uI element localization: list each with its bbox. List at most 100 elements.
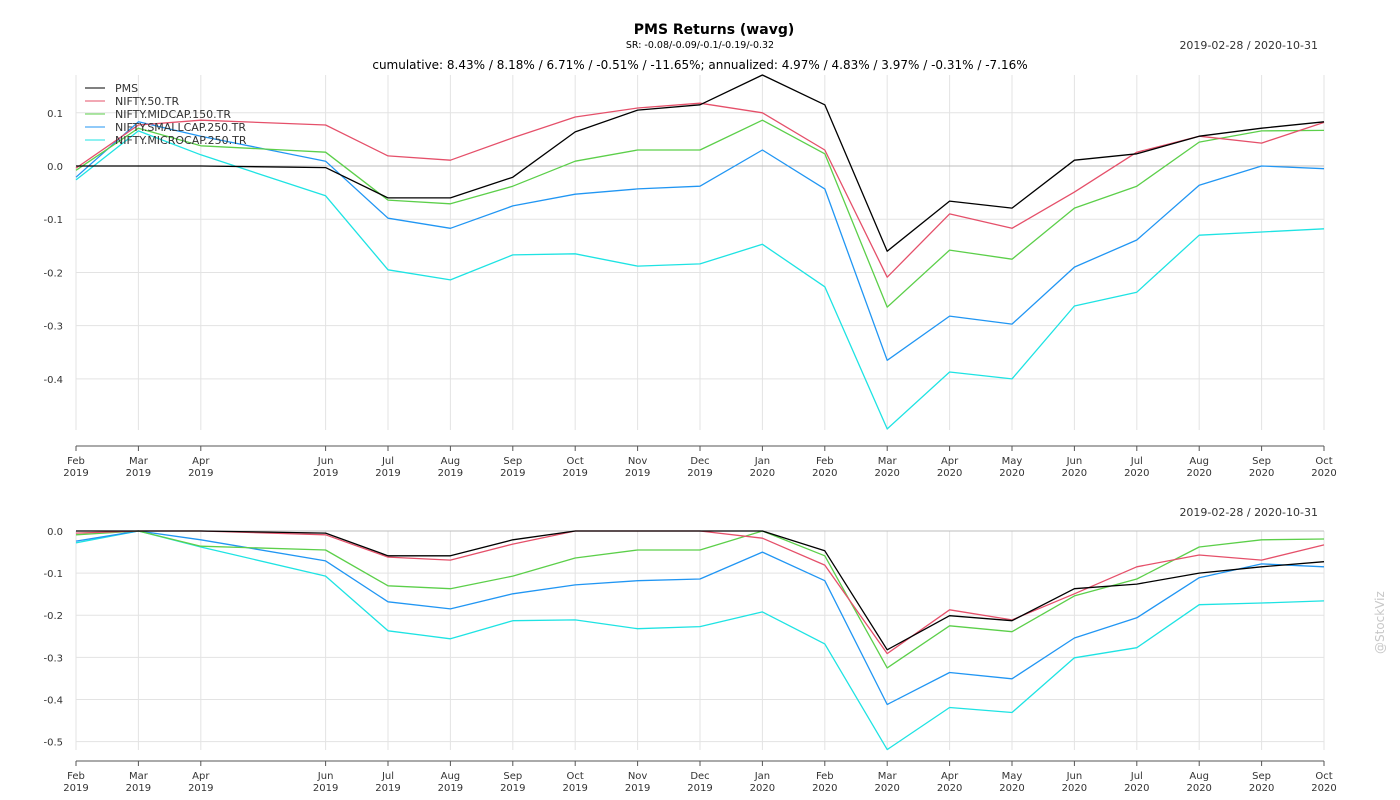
x-tick-month: Jul xyxy=(1130,456,1143,467)
x-tick-month: Aug xyxy=(441,771,461,782)
series-line-nifty-microcap-250-tr xyxy=(75,530,1325,751)
x-tick-month: Jun xyxy=(317,771,334,782)
x-tick-month: Jul xyxy=(1130,771,1143,782)
x-tick-month: Nov xyxy=(628,771,648,782)
x-tick-month: May xyxy=(1002,771,1023,782)
x-tick-year: 2019 xyxy=(500,783,525,794)
x-tick-month: Apr xyxy=(941,771,959,782)
series-line-pms xyxy=(76,530,1325,651)
x-tick-year: 2020 xyxy=(1186,783,1211,794)
x-tick-month: Mar xyxy=(878,456,898,467)
y-tick-label: -0.3 xyxy=(43,322,63,333)
y-tick-label: -0.3 xyxy=(43,653,63,664)
watermark: @StockViz xyxy=(1373,591,1387,654)
series-line-nifty-smallcap-250-tr xyxy=(75,530,1325,706)
x-tick-month: Feb xyxy=(67,456,85,467)
x-tick-year: 2019 xyxy=(562,783,587,794)
x-tick-month: Dec xyxy=(690,771,709,782)
x-tick-month: Nov xyxy=(628,456,648,467)
x-tick-year: 2019 xyxy=(687,783,712,794)
x-tick-year: 2020 xyxy=(1311,468,1336,479)
legend-label: NIFTY.MIDCAP.150.TR xyxy=(115,108,231,121)
x-tick-year: 2020 xyxy=(1186,468,1211,479)
y-tick-label: 0.1 xyxy=(47,109,63,120)
x-tick-month: Apr xyxy=(941,456,959,467)
top-date-range: 2019-02-28 / 2020-10-31 xyxy=(1179,39,1318,52)
y-tick-label: -0.2 xyxy=(43,611,63,622)
x-tick-month: Aug xyxy=(441,456,461,467)
x-tick-year: 2019 xyxy=(500,468,525,479)
x-tick-month: Mar xyxy=(129,771,149,782)
series-line-nifty-midcap-150-tr xyxy=(75,530,1325,669)
x-tick-year: 2020 xyxy=(1124,783,1149,794)
x-tick-year: 2019 xyxy=(188,783,213,794)
x-tick-month: Mar xyxy=(878,771,898,782)
x-tick-year: 2020 xyxy=(999,783,1024,794)
x-tick-month: Jun xyxy=(317,456,334,467)
x-tick-year: 2019 xyxy=(625,468,650,479)
x-tick-month: Dec xyxy=(690,456,709,467)
y-tick-label: -0.4 xyxy=(43,375,63,386)
x-tick-year: 2020 xyxy=(874,468,899,479)
x-tick-month: May xyxy=(1002,456,1023,467)
x-tick-year: 2019 xyxy=(438,468,463,479)
x-tick-year: 2019 xyxy=(562,468,587,479)
returns-summary: cumulative: 8.43% / 8.18% / 6.71% / -0.5… xyxy=(372,58,1027,72)
x-tick-year: 2019 xyxy=(687,468,712,479)
drawdown-plot: 0.0-0.1-0.2-0.3-0.4-0.5Feb2019Mar2019Apr… xyxy=(43,527,1336,794)
chart-title: PMS Returns (wavg) xyxy=(634,22,795,38)
x-tick-year: 2020 xyxy=(1249,468,1274,479)
x-tick-year: 2020 xyxy=(937,468,962,479)
x-tick-month: Sep xyxy=(1252,771,1271,782)
x-tick-year: 2019 xyxy=(313,468,338,479)
x-tick-month: Feb xyxy=(67,771,85,782)
x-tick-year: 2020 xyxy=(999,468,1024,479)
x-tick-month: Mar xyxy=(129,456,149,467)
x-tick-month: Apr xyxy=(192,771,210,782)
x-tick-year: 2020 xyxy=(874,783,899,794)
x-tick-year: 2019 xyxy=(625,783,650,794)
x-tick-year: 2020 xyxy=(1062,468,1087,479)
x-tick-month: Jan xyxy=(754,456,770,467)
y-tick-label: -0.1 xyxy=(43,215,63,226)
x-tick-year: 2019 xyxy=(438,783,463,794)
x-tick-year: 2020 xyxy=(750,783,775,794)
x-tick-month: Jul xyxy=(381,456,394,467)
x-tick-year: 2019 xyxy=(375,468,400,479)
x-tick-month: Jun xyxy=(1066,456,1083,467)
y-tick-label: -0.1 xyxy=(43,569,63,580)
x-tick-month: Aug xyxy=(1189,456,1209,467)
legend-label: NIFTY.SMALLCAP.250.TR xyxy=(115,121,246,134)
x-tick-year: 2019 xyxy=(63,783,88,794)
legend-label: PMS xyxy=(115,82,138,95)
x-tick-year: 2019 xyxy=(63,468,88,479)
y-tick-label: -0.5 xyxy=(43,738,63,749)
legend: PMSNIFTY.50.TRNIFTY.MIDCAP.150.TRNIFTY.S… xyxy=(85,82,247,147)
y-tick-label: -0.4 xyxy=(43,695,63,706)
x-tick-month: Jul xyxy=(381,771,394,782)
x-tick-month: Oct xyxy=(567,456,584,467)
x-tick-year: 2019 xyxy=(126,783,151,794)
x-tick-month: Feb xyxy=(816,456,834,467)
y-tick-label: -0.2 xyxy=(43,268,63,279)
x-tick-year: 2020 xyxy=(1062,783,1087,794)
x-tick-month: Jan xyxy=(754,771,770,782)
x-tick-month: Feb xyxy=(816,771,834,782)
series-line-nifty-smallcap-250-tr xyxy=(75,121,1325,361)
x-tick-year: 2019 xyxy=(375,783,400,794)
legend-label: NIFTY.50.TR xyxy=(115,95,180,108)
x-tick-year: 2019 xyxy=(313,783,338,794)
y-tick-label: 0.0 xyxy=(47,527,63,538)
series-line-nifty-50-tr xyxy=(75,102,1325,278)
returns-plot: 0.10.0-0.1-0.2-0.3-0.4Feb2019Mar2019Apr2… xyxy=(43,74,1337,479)
sharpe-ratio-subtitle: SR: -0.08/-0.09/-0.1/-0.19/-0.32 xyxy=(626,40,774,51)
series-line-nifty-50-tr xyxy=(75,530,1325,655)
x-tick-year: 2020 xyxy=(937,783,962,794)
x-tick-year: 2020 xyxy=(812,468,837,479)
x-tick-month: Oct xyxy=(567,771,584,782)
x-tick-year: 2020 xyxy=(1249,783,1274,794)
series-line-pms xyxy=(76,74,1325,252)
x-tick-year: 2020 xyxy=(1311,783,1336,794)
x-tick-year: 2019 xyxy=(126,468,151,479)
x-tick-month: Jun xyxy=(1066,771,1083,782)
